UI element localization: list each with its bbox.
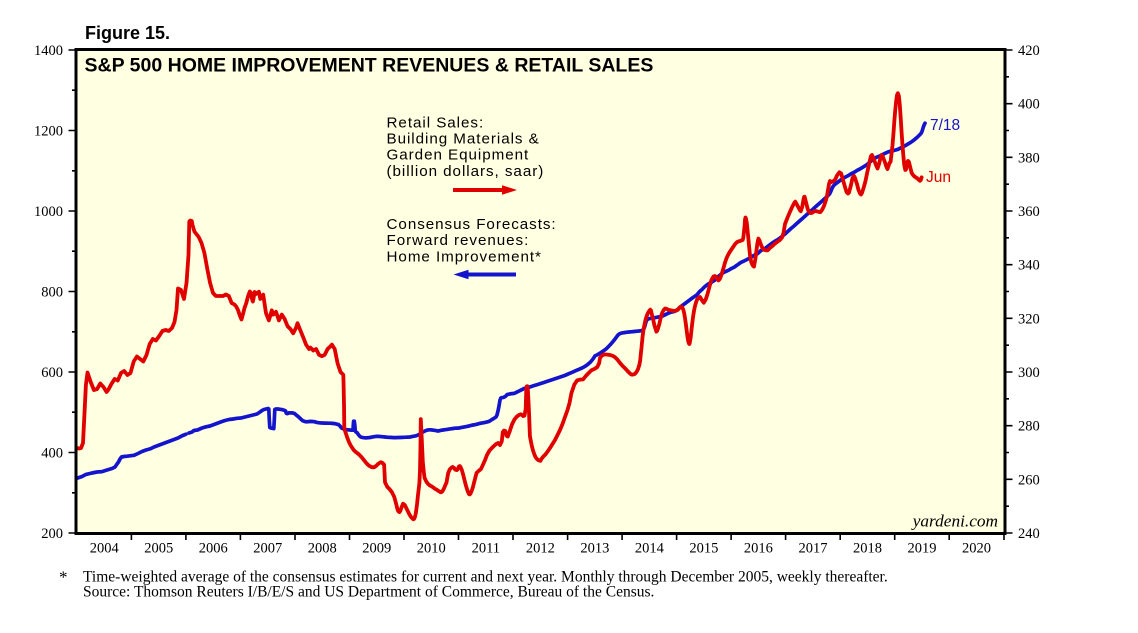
svg-text:Figure 15.: Figure 15. <box>85 23 170 43</box>
svg-text:200: 200 <box>41 526 63 542</box>
svg-text:240: 240 <box>1018 526 1040 542</box>
svg-text:2020: 2020 <box>962 541 991 557</box>
svg-text:2009: 2009 <box>362 541 391 557</box>
svg-text:Building Materials &: Building Materials & <box>387 131 540 148</box>
svg-text:800: 800 <box>41 285 63 301</box>
svg-text:2018: 2018 <box>853 541 882 557</box>
svg-text:1000: 1000 <box>34 204 63 220</box>
svg-text:1400: 1400 <box>34 43 63 59</box>
svg-text:420: 420 <box>1018 43 1040 59</box>
svg-text:2011: 2011 <box>472 541 500 557</box>
svg-text:2005: 2005 <box>144 541 173 557</box>
svg-text:320: 320 <box>1018 311 1040 327</box>
svg-text:2013: 2013 <box>580 541 609 557</box>
svg-text:S&P 500 HOME IMPROVEMENT REVEN: S&P 500 HOME IMPROVEMENT REVENUES & RETA… <box>85 55 654 77</box>
svg-text:2016: 2016 <box>744 541 773 557</box>
svg-text:2007: 2007 <box>253 541 282 557</box>
svg-text:yardeni.com: yardeni.com <box>911 512 998 531</box>
svg-text:7/18: 7/18 <box>930 117 960 134</box>
svg-text:Jun: Jun <box>926 169 951 186</box>
svg-text:2019: 2019 <box>908 541 937 557</box>
svg-text:2015: 2015 <box>689 541 718 557</box>
svg-text:280: 280 <box>1018 419 1040 435</box>
svg-text:380: 380 <box>1018 150 1040 166</box>
svg-text:2012: 2012 <box>526 541 555 557</box>
svg-text:1200: 1200 <box>34 124 63 140</box>
svg-text:340: 340 <box>1018 258 1040 274</box>
svg-text:400: 400 <box>1018 97 1040 113</box>
svg-text:Home Improvement*: Home Improvement* <box>387 248 542 265</box>
svg-text:2006: 2006 <box>199 541 228 557</box>
svg-text:360: 360 <box>1018 204 1040 220</box>
svg-text:300: 300 <box>1018 365 1040 381</box>
svg-text:(billion dollars, saar): (billion dollars, saar) <box>387 163 545 180</box>
svg-text:Source: Thomson Reuters I/B/E/: Source: Thomson Reuters I/B/E/S and US D… <box>83 584 654 601</box>
svg-text:2017: 2017 <box>799 541 828 557</box>
svg-text:2004: 2004 <box>90 541 120 557</box>
svg-text:*: * <box>59 568 68 587</box>
svg-text:Garden Equipment: Garden Equipment <box>387 147 530 164</box>
svg-text:2010: 2010 <box>417 541 446 557</box>
svg-text:2014: 2014 <box>635 541 665 557</box>
svg-text:260: 260 <box>1018 472 1040 488</box>
svg-text:600: 600 <box>41 365 63 381</box>
svg-text:Forward revenues:: Forward revenues: <box>387 232 530 249</box>
svg-text:Retail Sales:: Retail Sales: <box>387 114 485 131</box>
svg-text:2008: 2008 <box>308 541 337 557</box>
svg-text:Consensus Forecasts:: Consensus Forecasts: <box>387 216 557 233</box>
svg-text:Time-weighted average of the c: Time-weighted average of the consensus e… <box>83 569 888 586</box>
svg-text:400: 400 <box>41 446 63 462</box>
